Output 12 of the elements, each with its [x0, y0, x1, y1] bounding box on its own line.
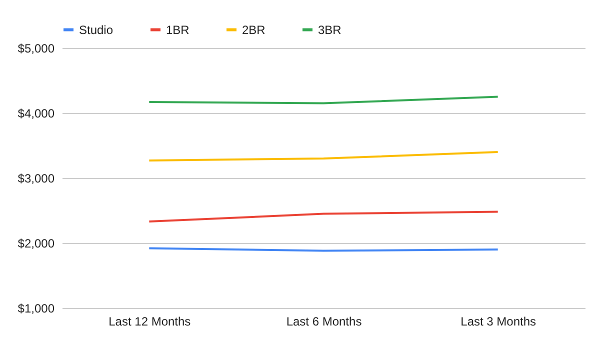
legend-label: Studio: [79, 22, 114, 37]
legend-label: 3BR: [318, 22, 342, 37]
y-tick-label: $3,000: [18, 172, 55, 186]
y-tick-label: $1,000: [18, 302, 55, 316]
legend-label: 1BR: [166, 22, 190, 37]
x-tick-label: Last 12 Months: [108, 314, 191, 328]
legend-label: 2BR: [242, 22, 266, 37]
y-tick-label: $2,000: [18, 236, 55, 250]
y-tick-label: $5,000: [18, 42, 55, 56]
x-tick-label: Last 3 Months: [460, 314, 536, 328]
y-tick-label: $4,000: [18, 106, 55, 120]
x-tick-label: Last 6 Months: [286, 314, 362, 328]
